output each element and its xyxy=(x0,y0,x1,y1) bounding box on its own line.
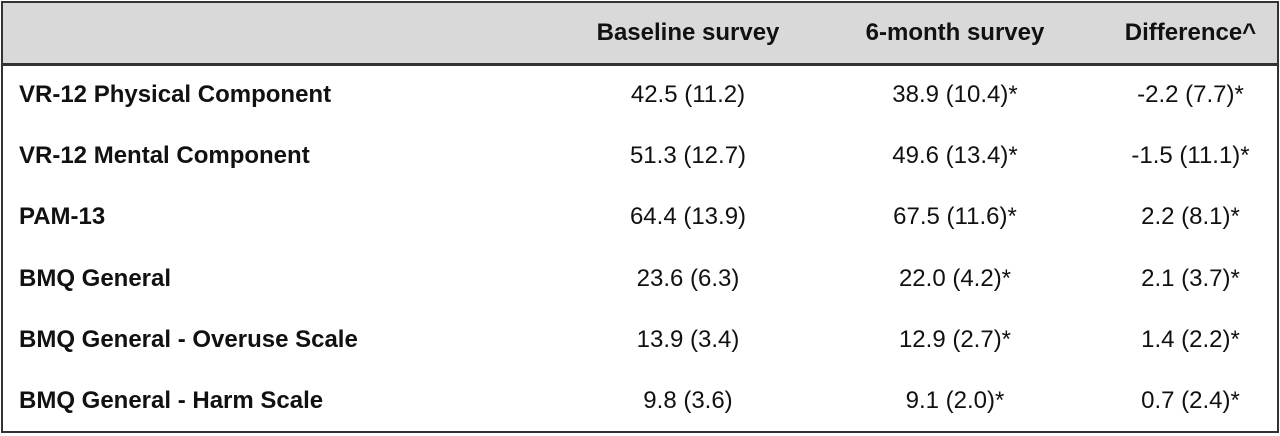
cell: 13.9 (3.4) xyxy=(636,325,740,353)
header-cell xyxy=(2,2,570,66)
table-row: BMQ General - Overuse Scale 13.9 (3.4) 12.… xyxy=(2,309,1278,370)
cell: -2.2 (7.7)* xyxy=(1137,81,1244,109)
row-label: BMQ General xyxy=(19,264,172,292)
cell: 49.6 (13.4)* xyxy=(892,141,1018,169)
table-body: VR-12 Physical Component 42.5 (11.2) 38.9 … xyxy=(2,64,1278,432)
cell: 9.1 (2.0)* xyxy=(905,386,1005,414)
cell: -1.5 (11.1)* xyxy=(1131,141,1250,169)
row-label: BMQ General - Harm Scale xyxy=(19,386,324,414)
table-row: BMQ General 23.6 (6.3) 22.0 (4.2)* 2.1 (3.7… xyxy=(2,248,1278,309)
cell: 38.9 (10.4)* xyxy=(892,81,1018,109)
column-header: Difference^ xyxy=(1104,2,1278,66)
row-label: VR-12 Mental Component xyxy=(19,141,310,169)
cell: 2.2 (8.1)* xyxy=(1141,203,1240,231)
cell: 0.7 (2.4)* xyxy=(1141,386,1240,414)
row-label: PAM-13 xyxy=(19,203,106,231)
table-header: Baseline survey 6-month survey Difference^ xyxy=(2,2,1278,66)
table-row: VR-12 Mental Component 51.3 (12.7) 49.6 (1… xyxy=(2,125,1278,186)
cell: 51.3 (12.7) xyxy=(629,141,747,169)
column-header: 6-month survey xyxy=(806,2,1104,66)
row-label: VR-12 Physical Component xyxy=(19,81,332,109)
header-row: Baseline survey 6-month survey Difference^ xyxy=(2,2,1278,66)
cell: 9.8 (3.6) xyxy=(643,386,733,414)
table-row: VR-12 Physical Component 42.5 (11.2) 38.9 … xyxy=(2,64,1278,125)
cell: 64.4 (13.9) xyxy=(629,203,747,231)
cell: 1.4 (2.2)* xyxy=(1141,325,1240,353)
table-row: BMQ General - Harm Scale 9.8 (3.6) 9.1 (2.… xyxy=(2,371,1278,432)
cell: 23.6 (6.3) xyxy=(636,264,740,292)
table-row: PAM-13 64.4 (13.9) 67.5 (11.6)* 2.2 (8.1)* xyxy=(2,187,1278,248)
cell: 12.9 (2.7)* xyxy=(898,325,1012,353)
row-label: BMQ General - Overuse Scale xyxy=(19,325,358,353)
cell: 67.5 (11.6)* xyxy=(893,203,1017,231)
cell: 22.0 (4.2)* xyxy=(898,264,1012,292)
cell: 2.1 (3.7)* xyxy=(1141,264,1240,292)
column-header: Baseline survey xyxy=(570,2,806,66)
cell: 42.5 (11.2) xyxy=(630,81,746,109)
